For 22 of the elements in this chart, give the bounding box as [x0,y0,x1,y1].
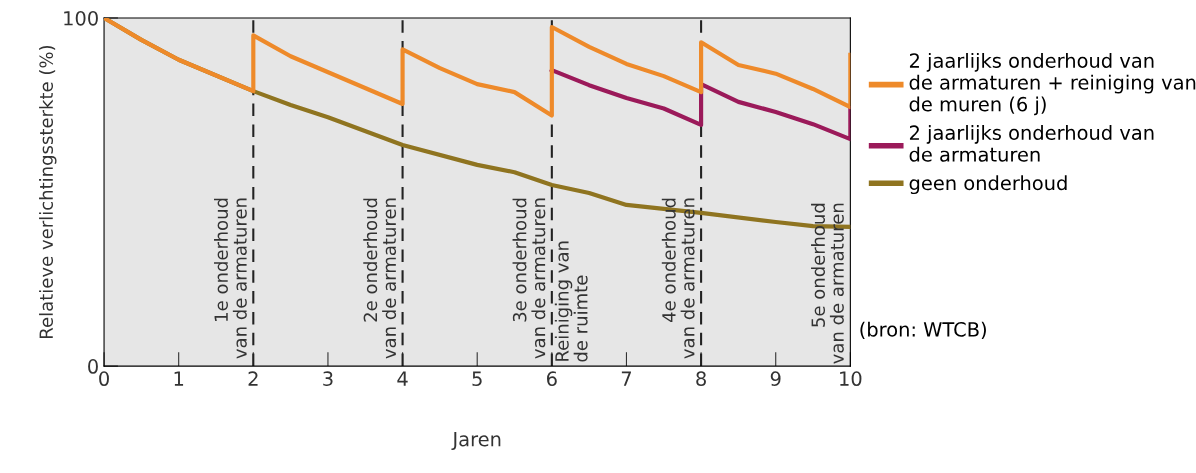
x-tick-label: 4 [397,371,408,386]
annotation: 5e onderhoud van de armaturen [811,203,844,364]
ref-line-label: 1e onderhoud van de armaturen [214,198,247,359]
legend-label: 2 jaarlijks onderhoud van de armaturen [909,124,1154,162]
x-tick-label: 1 [174,371,184,386]
text: (bron: WTCB) [860,321,986,340]
x-tick-label: 7 [621,371,631,386]
x-tick-label: 0 [99,371,109,387]
line-series [549,68,851,142]
x-tick-label: 9 [770,371,781,387]
x-tick-label: 10 [840,371,862,387]
y-tick-label: 100 [64,10,98,26]
legend-label: 2 jaarlijks onderhoud van de armaturen + reiniging van de muren (6 j) [909,52,1196,116]
x-tick-label: 6 [547,371,557,387]
legend-label: geen onderhoud [909,175,1067,195]
x-tick-label: 8 [696,371,706,387]
x-tick-label: 3 [323,371,333,387]
annotation: Reiniging van de ruimte [554,241,588,362]
y-axis-title: Relatieve verlichtingssterkte (%) [39,45,57,338]
x-tick-label: 5 [472,371,482,387]
x-tick-label: 2 [248,371,258,386]
x-axis-title: Jaren [451,432,501,451]
